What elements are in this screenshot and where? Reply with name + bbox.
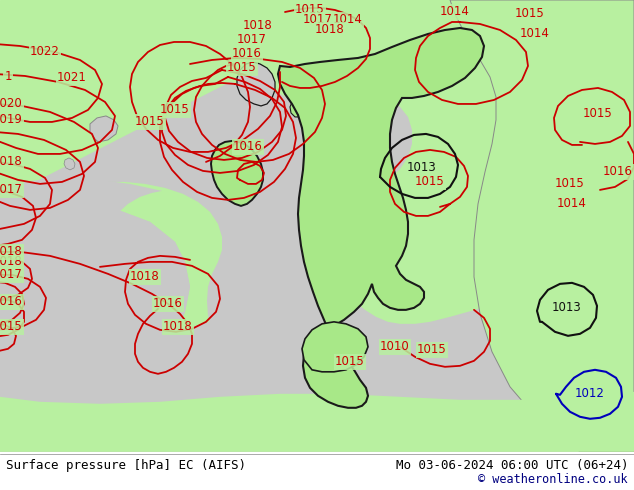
Text: 1016: 1016 (0, 295, 23, 308)
Text: 1017: 1017 (237, 33, 267, 47)
Text: 1014: 1014 (520, 27, 550, 41)
Text: 1018: 1018 (0, 245, 23, 258)
Text: 1017: 1017 (303, 14, 333, 26)
Text: 1015: 1015 (417, 343, 447, 356)
Text: 1014: 1014 (333, 14, 363, 26)
Text: 1015: 1015 (555, 177, 585, 191)
Text: Mo 03-06-2024 06:00 UTC (06+24): Mo 03-06-2024 06:00 UTC (06+24) (396, 459, 628, 472)
Text: 1015: 1015 (0, 320, 23, 333)
Text: 1016: 1016 (232, 48, 262, 60)
Polygon shape (278, 28, 484, 408)
Text: 1017: 1017 (0, 183, 23, 196)
Text: 1016: 1016 (153, 297, 183, 310)
Polygon shape (0, 392, 634, 452)
Text: 1018: 1018 (163, 320, 193, 333)
Text: 1015: 1015 (160, 103, 190, 117)
Text: 1013: 1013 (407, 161, 437, 174)
Polygon shape (0, 82, 325, 404)
Polygon shape (302, 322, 368, 372)
Text: 1019: 1019 (0, 114, 23, 126)
Text: 1018: 1018 (315, 24, 345, 36)
Polygon shape (0, 192, 190, 404)
Text: 1018: 1018 (130, 270, 160, 283)
Text: 1015: 1015 (335, 355, 365, 368)
Text: 1014: 1014 (557, 197, 587, 210)
Text: 1: 1 (4, 71, 12, 83)
Text: Surface pressure [hPa] EC (AIFS): Surface pressure [hPa] EC (AIFS) (6, 459, 246, 472)
Text: 1017: 1017 (0, 269, 23, 281)
Text: 1018: 1018 (243, 20, 273, 32)
Text: 1015: 1015 (583, 107, 613, 121)
Text: 1016: 1016 (233, 141, 263, 153)
Polygon shape (237, 62, 275, 106)
Text: 1022: 1022 (30, 46, 60, 58)
Text: 1010: 1010 (380, 341, 410, 353)
Text: 1014: 1014 (440, 5, 470, 19)
Polygon shape (211, 141, 263, 206)
Text: 1015: 1015 (135, 116, 165, 128)
Text: © weatheronline.co.uk: © weatheronline.co.uk (479, 473, 628, 487)
Text: 1015: 1015 (415, 175, 445, 189)
Text: 1013: 1013 (552, 301, 582, 315)
Text: 1012: 1012 (575, 387, 605, 400)
Text: 1018: 1018 (0, 255, 23, 269)
Text: 1020: 1020 (0, 98, 23, 110)
Polygon shape (0, 156, 634, 452)
Polygon shape (315, 100, 412, 194)
Polygon shape (90, 116, 118, 142)
Polygon shape (290, 100, 303, 117)
Polygon shape (450, 0, 634, 452)
Text: 1015: 1015 (227, 61, 257, 74)
Text: 1016: 1016 (603, 166, 633, 178)
Text: 1015: 1015 (295, 3, 325, 17)
Polygon shape (64, 158, 75, 170)
Text: 1018: 1018 (0, 155, 23, 169)
Text: 1021: 1021 (57, 72, 87, 84)
Text: 1015: 1015 (515, 7, 545, 21)
